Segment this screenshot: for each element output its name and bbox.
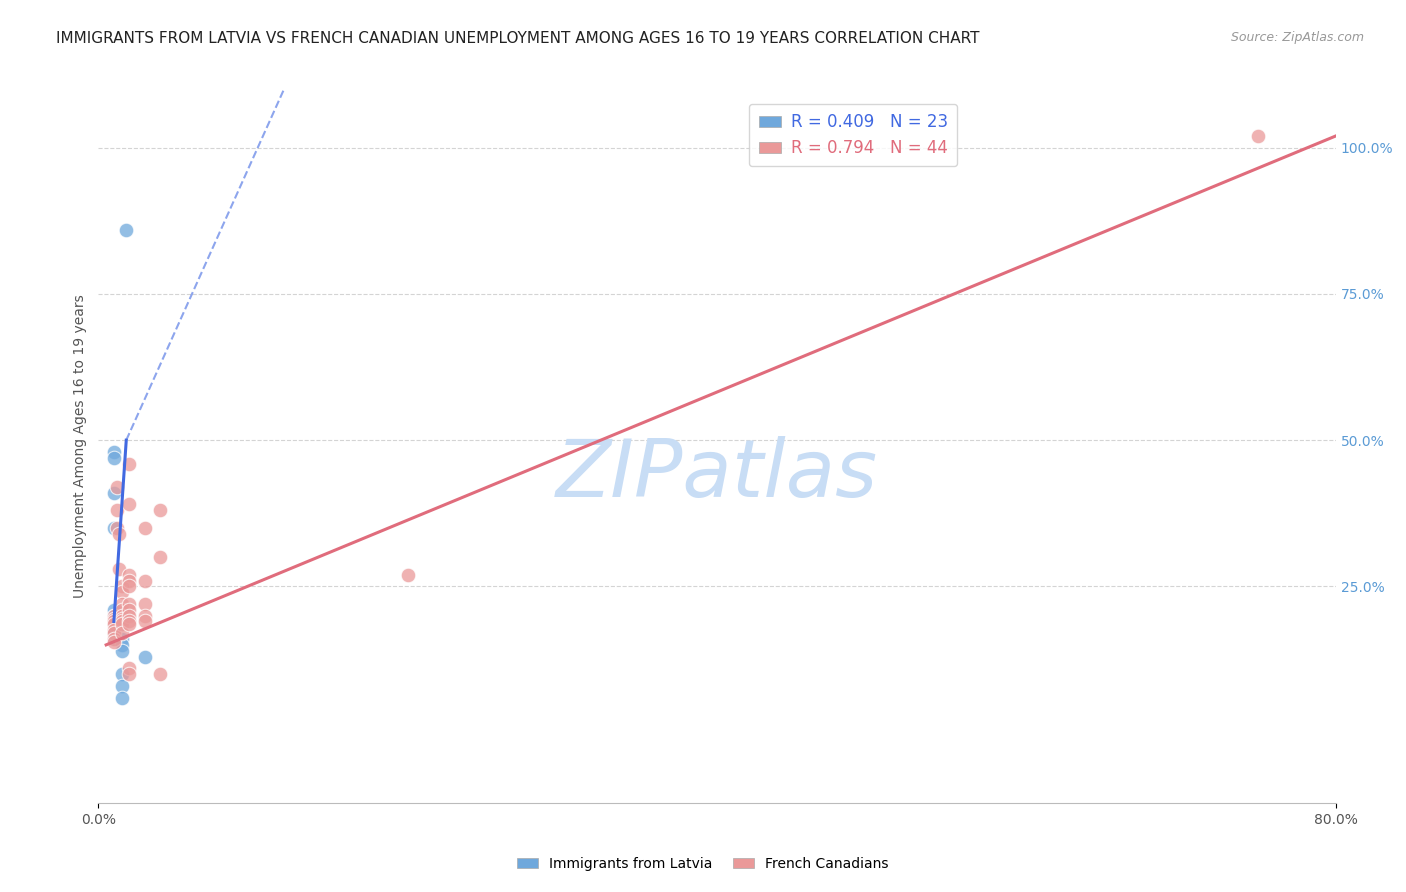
Point xyxy=(111,611,134,625)
Point xyxy=(149,550,172,565)
Point xyxy=(118,574,141,588)
Point xyxy=(149,503,172,517)
Point xyxy=(111,644,134,658)
Point xyxy=(111,679,134,693)
Legend: Immigrants from Latvia, French Canadians: Immigrants from Latvia, French Canadians xyxy=(512,851,894,876)
Point xyxy=(115,222,138,236)
Point xyxy=(105,620,128,634)
Point xyxy=(105,611,128,625)
Point xyxy=(105,615,128,629)
Point xyxy=(103,611,125,625)
Point xyxy=(103,632,125,646)
Point xyxy=(103,632,125,646)
Point xyxy=(103,445,125,459)
Point xyxy=(118,667,141,681)
Point xyxy=(103,635,125,649)
Point xyxy=(103,615,125,629)
Point xyxy=(396,567,419,582)
Text: IMMIGRANTS FROM LATVIA VS FRENCH CANADIAN UNEMPLOYMENT AMONG AGES 16 TO 19 YEARS: IMMIGRANTS FROM LATVIA VS FRENCH CANADIA… xyxy=(56,31,980,46)
Point xyxy=(105,521,128,535)
Point xyxy=(111,617,134,632)
Point xyxy=(134,597,156,611)
Point xyxy=(118,579,141,593)
Text: Source: ZipAtlas.com: Source: ZipAtlas.com xyxy=(1230,31,1364,45)
Point xyxy=(111,638,134,652)
Point xyxy=(111,632,134,646)
Point xyxy=(118,617,141,632)
Point xyxy=(103,626,125,640)
Point xyxy=(134,615,156,629)
Point xyxy=(134,649,156,664)
Text: ZIPatlas: ZIPatlas xyxy=(555,435,879,514)
Point xyxy=(103,450,125,465)
Point xyxy=(118,603,141,617)
Point xyxy=(149,667,172,681)
Point xyxy=(103,485,125,500)
Point xyxy=(105,503,128,517)
Point xyxy=(103,617,125,632)
Legend: R = 0.409   N = 23, R = 0.794   N = 44: R = 0.409 N = 23, R = 0.794 N = 44 xyxy=(749,104,957,166)
Point xyxy=(118,457,141,471)
Point xyxy=(118,567,141,582)
Point xyxy=(1247,128,1270,143)
Point xyxy=(134,608,156,623)
Point xyxy=(118,498,141,512)
Point xyxy=(103,615,125,629)
Point xyxy=(118,608,141,623)
Point xyxy=(103,626,125,640)
Point xyxy=(111,579,134,593)
Point xyxy=(103,611,125,625)
Point xyxy=(118,615,141,629)
Point xyxy=(111,667,134,681)
Point xyxy=(103,624,125,638)
Point xyxy=(134,521,156,535)
Point xyxy=(111,626,134,640)
Point xyxy=(111,608,134,623)
Point xyxy=(118,661,141,675)
Point xyxy=(118,597,141,611)
Point xyxy=(111,603,134,617)
Point xyxy=(103,608,125,623)
Y-axis label: Unemployment Among Ages 16 to 19 years: Unemployment Among Ages 16 to 19 years xyxy=(73,294,87,598)
Point xyxy=(105,480,128,494)
Point xyxy=(111,615,134,629)
Point xyxy=(107,562,129,576)
Point xyxy=(103,617,125,632)
Point xyxy=(107,526,129,541)
Point xyxy=(103,608,125,623)
Point xyxy=(111,597,134,611)
Point xyxy=(111,690,134,705)
Point xyxy=(134,574,156,588)
Point xyxy=(103,603,125,617)
Point xyxy=(111,615,134,629)
Point xyxy=(111,585,134,599)
Point xyxy=(103,521,125,535)
